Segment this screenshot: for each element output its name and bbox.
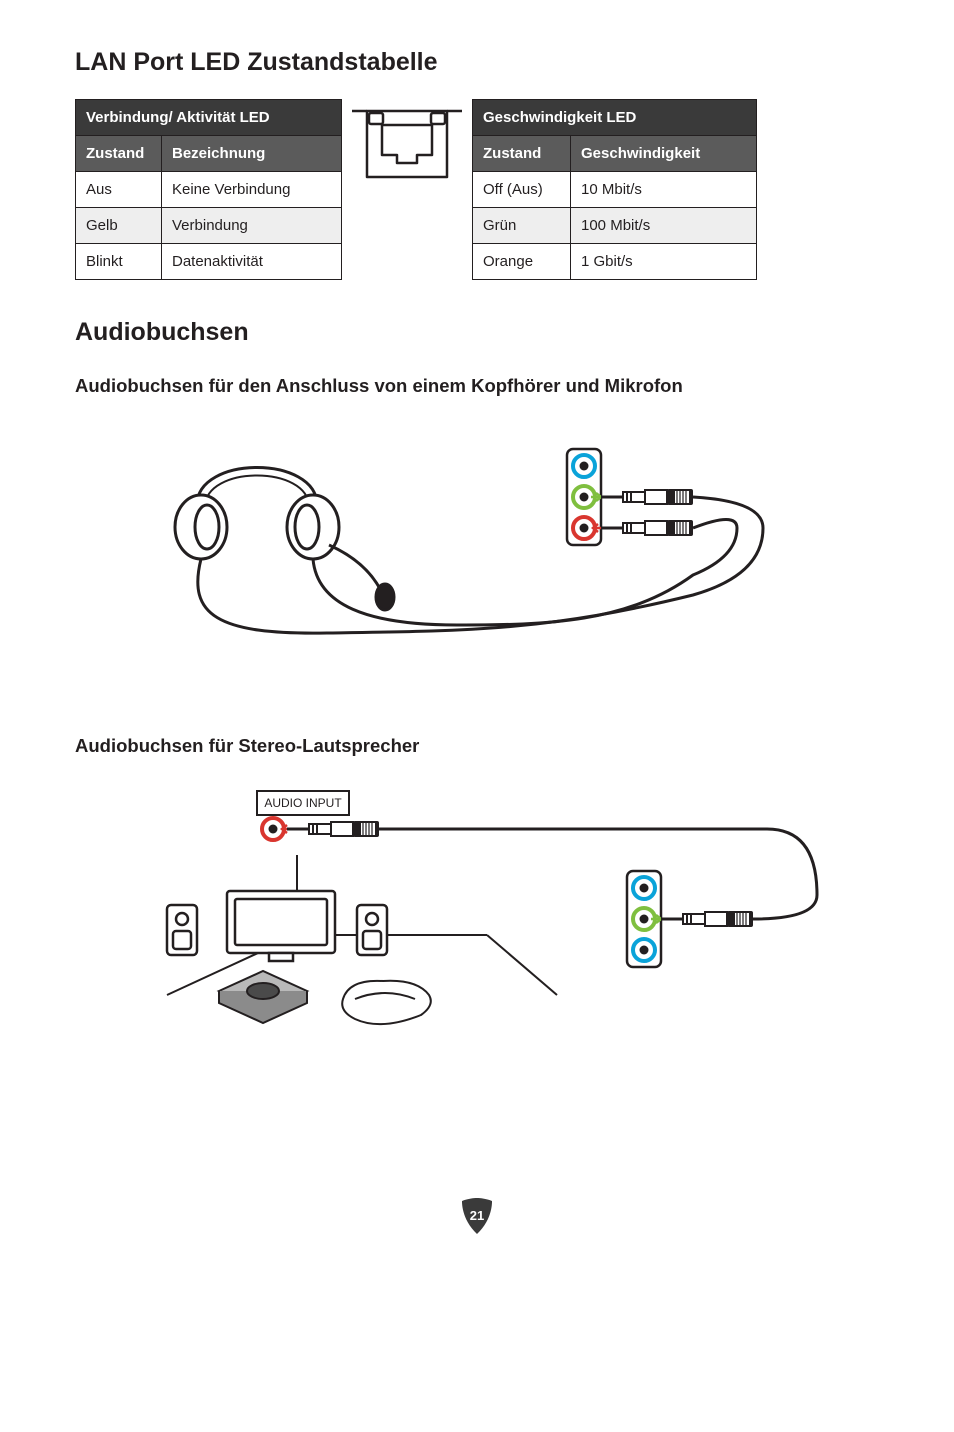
speed-led-header: Geschwindigkeit LED (473, 100, 757, 136)
stereo-figure: AUDIO INPUT (75, 785, 879, 1045)
cell: Gelb (76, 208, 162, 244)
stereo-subheading: Audiobuchsen für Stereo-Lautsprecher (75, 735, 879, 757)
headset-subheading: Audiobuchsen für den Anschluss von einem… (75, 375, 879, 397)
audio-input-label: AUDIO INPUT (264, 796, 342, 810)
cell: Aus (76, 172, 162, 208)
activity-led-header: Verbindung/ Aktivität LED (76, 100, 342, 136)
cell: 10 Mbit/s (571, 172, 757, 208)
activity-led-table: Verbindung/ Aktivität LED Zustand Bezeic… (75, 99, 342, 280)
table-row: Orange 1 Gbit/s (473, 244, 757, 280)
table-row: Aus Keine Verbindung (76, 172, 342, 208)
speed-col-desc: Geschwindigkeit (571, 136, 757, 172)
speed-led-table: Geschwindigkeit LED Zustand Geschwindigk… (472, 99, 757, 280)
cell: Blinkt (76, 244, 162, 280)
audio-section-title: Audiobuchsen (75, 318, 879, 347)
cell: Orange (473, 244, 571, 280)
table-row: Blinkt Datenaktivität (76, 244, 342, 280)
cell: Datenaktivität (162, 244, 342, 280)
led-tables-row: Verbindung/ Aktivität LED Zustand Bezeic… (75, 99, 879, 280)
activity-col-desc: Bezeichnung (162, 136, 342, 172)
cell: Keine Verbindung (162, 172, 342, 208)
page-number-badge: 21 (75, 1195, 879, 1242)
table-row: Grün 100 Mbit/s (473, 208, 757, 244)
led-section-title: LAN Port LED Zustandstabelle (75, 48, 879, 77)
cell: 100 Mbit/s (571, 208, 757, 244)
cell: Off (Aus) (473, 172, 571, 208)
headset-figure (75, 425, 879, 665)
activity-col-state: Zustand (76, 136, 162, 172)
lan-port-icon (342, 99, 472, 191)
speed-col-state: Zustand (473, 136, 571, 172)
table-row: Gelb Verbindung (76, 208, 342, 244)
cell: 1 Gbit/s (571, 244, 757, 280)
cell: Grün (473, 208, 571, 244)
page-number: 21 (470, 1208, 484, 1223)
table-row: Off (Aus) 10 Mbit/s (473, 172, 757, 208)
cell: Verbindung (162, 208, 342, 244)
